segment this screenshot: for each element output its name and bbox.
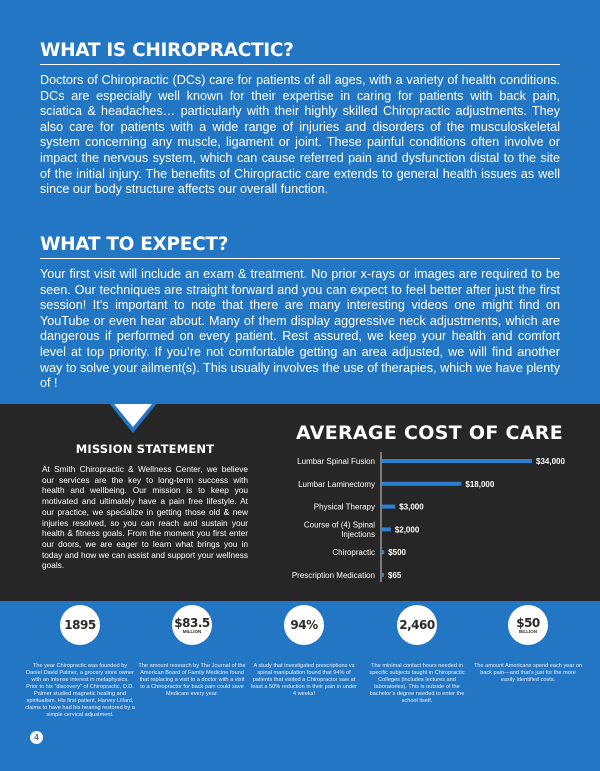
chart-value-label: $3,000 [399,503,424,512]
section-title: WHAT IS CHIROPRACTIC? [40,40,560,65]
stat-number: 94% [290,618,318,632]
stat-item: 2,460 The minimal contact hours needed in… [362,605,472,705]
stats-row: 1895 The year Chiropractic was founded by… [0,605,600,771]
stat-circle: $83.5 MILLION [172,605,212,645]
mission-statement: MISSION STATEMENT At Smith Chiropractic … [42,442,248,571]
stat-description: The year Chiropractic was founded by Dan… [25,663,135,718]
chart-category-label: Lumbar Laminectomy [298,480,375,489]
chart-category-label: Physical Therapy [314,503,375,512]
chart-value-label: $34,000 [536,457,565,466]
mission-title: MISSION STATEMENT [75,442,215,456]
stat-number: 1895 [64,618,96,632]
stat-circle: 2,460 [397,605,437,645]
chart-title: AVERAGE COST OF CARE [296,422,563,444]
stat-circle: $50 BILLION [508,605,548,645]
chart-value-label: $65 [388,571,402,580]
dark-band [0,404,600,601]
section-what-to-expect: WHAT TO EXPECT? Your first visit will in… [40,234,560,392]
chart-bar [382,459,532,463]
chart-category-label: Course of (4) Spinal Injections [304,521,375,540]
stat-circle: 1895 [60,605,100,645]
cost-of-care-chart: $34,000 Lumbar Spinal Fusion $18,000 Lumbar… [292,452,565,582]
chart-category-label: Chiropractic [332,548,375,557]
stat-circle: 94% [284,605,324,645]
stat-item: $83.5 MILLION The amount research by The J… [137,605,247,698]
chart-bar [382,573,384,577]
stat-number: $50 [516,615,540,630]
chart-value-label: $500 [388,548,406,557]
page-number: 4 [30,731,43,744]
stat-item: 1895 The year Chiropractic was founded by… [25,605,135,719]
stat-description: The minimal contact hours needed in spec… [369,663,465,704]
chart-value-label: $2,000 [395,525,420,534]
section-body: Doctors of Chiropractic (DCs) care for p… [40,73,560,197]
mission-body: At Smith Chiropractic & Wellness Center,… [42,464,248,571]
stat-number: 2,460 [399,618,435,632]
stat-item: $50 BILLION The amount Americans spend eac… [473,605,583,684]
stat-description: The amount Americans spend each year on … [473,663,583,683]
chart-bar [382,504,396,509]
stat-description: The amount research by The Journal of th… [138,663,246,697]
chart-bar [382,481,462,486]
chart-value-label: $18,000 [465,480,494,489]
stat-number: $83.5 [174,615,210,630]
chart-category-label: Prescription Medication [292,571,375,580]
stat-item: 94% A study that investigated prescriptio… [249,605,359,698]
section-body: Your first visit will include an exam & … [40,267,560,391]
section-what-is-chiropractic: WHAT IS CHIROPRACTIC? Doctors of Chiropr… [40,40,560,198]
chart-bar [382,527,391,532]
stat-description: A study that investigated prescriptions … [250,663,358,697]
section-title: WHAT TO EXPECT? [40,234,560,259]
stat-unit: BILLION [519,628,537,634]
chart-category-label: Lumbar Spinal Fusion [297,457,375,466]
chart-bar [382,550,385,555]
down-arrow-inner-icon [114,404,152,427]
stat-unit: MILLION [182,628,202,634]
